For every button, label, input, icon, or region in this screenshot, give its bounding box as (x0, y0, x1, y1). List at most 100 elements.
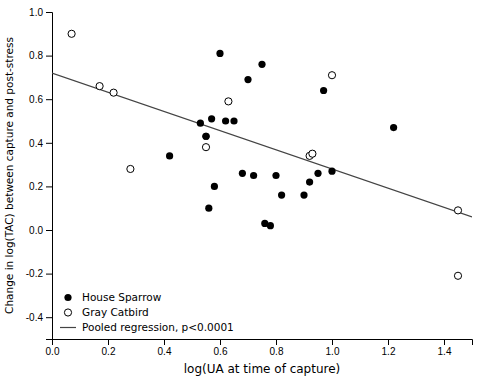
tick-label: 0.4 (29, 138, 43, 149)
tick-label: 0.0 (29, 225, 43, 236)
point (166, 152, 173, 159)
point (258, 61, 265, 68)
tick-label: 0.2 (102, 346, 116, 357)
point (244, 76, 251, 83)
tick-label: -0.2 (26, 268, 44, 279)
x-axis-line (53, 340, 473, 346)
tick: 1.0 (29, 7, 52, 18)
tick-mark (46, 230, 52, 231)
point (208, 115, 215, 122)
legend-item: Pooled regression, p<0.0001 (60, 321, 234, 333)
point (202, 144, 209, 151)
tick-label: 0.6 (29, 94, 43, 105)
tick: 1.2 (382, 339, 396, 357)
point (272, 172, 279, 179)
tick-mark (276, 339, 277, 345)
tick: 0.2 (29, 181, 52, 192)
x-axis: 0.0 0.2 0.4 0.6 0.8 1.0 1.2 1.4 (46, 339, 473, 357)
point (96, 83, 103, 90)
legend-label: Gray Catbird (82, 306, 149, 318)
point (127, 165, 134, 172)
point (309, 150, 316, 157)
point (454, 272, 461, 279)
point (110, 89, 117, 96)
tick-label: 1.0 (326, 346, 340, 357)
tick-mark (46, 186, 52, 187)
point (309, 150, 316, 157)
chart: 0.00.20.40.60.81.01.21.4-0.4-0.20.00.20.… (0, 0, 488, 381)
legend-symbol (64, 294, 71, 301)
tick: 0.6 (29, 94, 52, 105)
series-points (166, 50, 397, 229)
point (202, 133, 209, 140)
tick: 0.8 (29, 50, 52, 61)
point (328, 72, 335, 79)
tick-mark (46, 56, 52, 57)
tick: 0.4 (29, 138, 52, 149)
tick-label: -0.4 (26, 312, 44, 323)
y-axis-title: Change in log(TAC) between capture and p… (3, 37, 15, 314)
tick-mark (388, 339, 389, 345)
tick-label: 0.8 (29, 50, 43, 61)
legend-label: House Sparrow (82, 291, 162, 303)
tick-label: 0.2 (29, 181, 43, 192)
point (250, 172, 257, 179)
legend: House Sparrow Gray Catbird Pooled regressi… (60, 291, 234, 333)
tick-mark (108, 339, 109, 345)
point (267, 222, 274, 229)
legend-item: Gray Catbird (64, 306, 148, 318)
tick: 0.2 (102, 339, 116, 357)
point (230, 117, 237, 124)
tick-label: 1.2 (382, 346, 396, 357)
point (216, 50, 223, 57)
legend-symbol (60, 327, 76, 328)
point (202, 133, 209, 140)
tick: 0.0 (46, 339, 60, 357)
tick: 0.4 (158, 339, 172, 357)
tick-label: 0.8 (270, 346, 284, 357)
point (454, 207, 461, 214)
tick: 1.4 (438, 339, 452, 357)
plot: 0.00.20.40.60.81.01.21.4-0.4-0.20.00.20.… (26, 7, 473, 357)
marks (52, 30, 472, 279)
tick-mark (46, 317, 52, 318)
tick-label: 0.4 (158, 346, 172, 357)
point (211, 183, 218, 190)
tick-mark (46, 99, 52, 100)
point (68, 30, 75, 37)
point (225, 98, 232, 105)
chart-container: 0.00.20.40.60.81.01.21.4-0.4-0.20.00.20.… (0, 0, 488, 381)
legend-symbol (64, 309, 71, 316)
tick-mark (444, 339, 445, 345)
tick-mark (46, 12, 52, 13)
tick-mark (46, 274, 52, 275)
point (390, 124, 397, 131)
series-points (68, 30, 462, 279)
point (239, 170, 246, 177)
regression-line (52, 73, 472, 217)
point (306, 178, 313, 185)
tick-label: 0.6 (214, 346, 228, 357)
tick: 0.0 (29, 225, 52, 236)
tick-mark (46, 143, 52, 144)
x-axis-title: log(UA at time of capture) (184, 362, 341, 376)
point (222, 117, 229, 124)
tick-label: 1.0 (29, 7, 43, 18)
y-axis: -0.4 -0.2 0.0 0.2 0.4 0.6 0.8 1.0 (26, 7, 53, 340)
tick: 1.0 (326, 339, 340, 357)
point (314, 170, 321, 177)
tick: -0.2 (26, 268, 52, 279)
tick-label: 0.0 (46, 346, 60, 357)
tick: 0.6 (214, 339, 228, 357)
point (320, 87, 327, 94)
point (205, 205, 212, 212)
legend-item: House Sparrow (64, 291, 161, 303)
tick-mark (164, 339, 165, 345)
y-axis-line (46, 13, 53, 340)
tick: 0.8 (270, 339, 284, 357)
point (278, 192, 285, 199)
tick-mark (220, 339, 221, 345)
tick-label: 1.4 (438, 346, 452, 357)
point (328, 168, 335, 175)
point (300, 192, 307, 199)
